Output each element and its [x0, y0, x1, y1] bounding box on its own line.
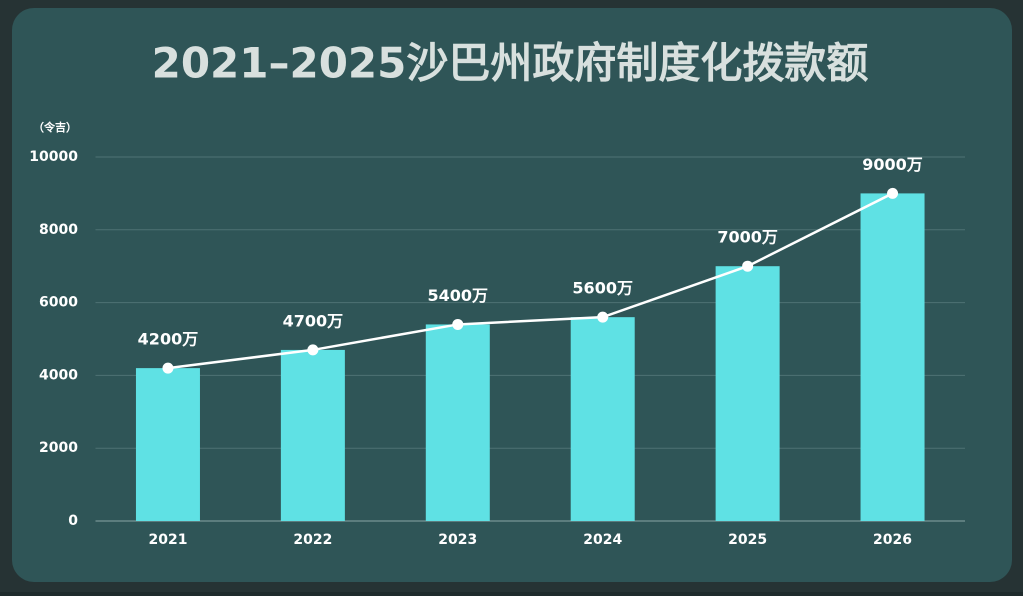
line-point: [597, 311, 609, 323]
bar: [715, 266, 780, 521]
x-tick-label: 2023: [438, 532, 477, 548]
line-point: [887, 187, 899, 199]
y-tick-label: 10000: [29, 149, 78, 165]
bar: [860, 193, 925, 521]
value-label: 4200万: [138, 330, 199, 349]
x-tick-label: 2022: [293, 532, 332, 548]
chart-title: 2021–2025沙巴州政府制度化拨款额: [152, 39, 869, 88]
bar: [280, 349, 345, 521]
y-unit: （令吉）: [33, 120, 77, 134]
value-label: 9000万: [862, 155, 923, 174]
line-point: [452, 318, 464, 330]
value-label: 5600万: [572, 279, 633, 298]
x-tick-label: 2025: [728, 532, 767, 548]
y-tick-label: 2000: [39, 440, 78, 456]
x-tick-label: 2026: [873, 532, 912, 548]
line-point: [742, 260, 754, 272]
y-tick-label: 6000: [39, 295, 78, 311]
bar: [135, 368, 200, 521]
bar: [570, 317, 635, 521]
y-tick-label: 8000: [39, 222, 78, 238]
value-label: 7000万: [717, 228, 778, 247]
y-tick-label: 4000: [39, 367, 78, 383]
line: [167, 192, 894, 370]
x-tick-label: 2024: [583, 532, 622, 548]
line-point: [162, 362, 174, 374]
bar: [425, 324, 490, 521]
value-label: 4700万: [283, 311, 344, 330]
y-tick-label: 0: [68, 513, 78, 529]
value-label: 5400万: [428, 286, 489, 305]
line-point: [307, 344, 319, 356]
x-tick-label: 2021: [148, 532, 187, 548]
